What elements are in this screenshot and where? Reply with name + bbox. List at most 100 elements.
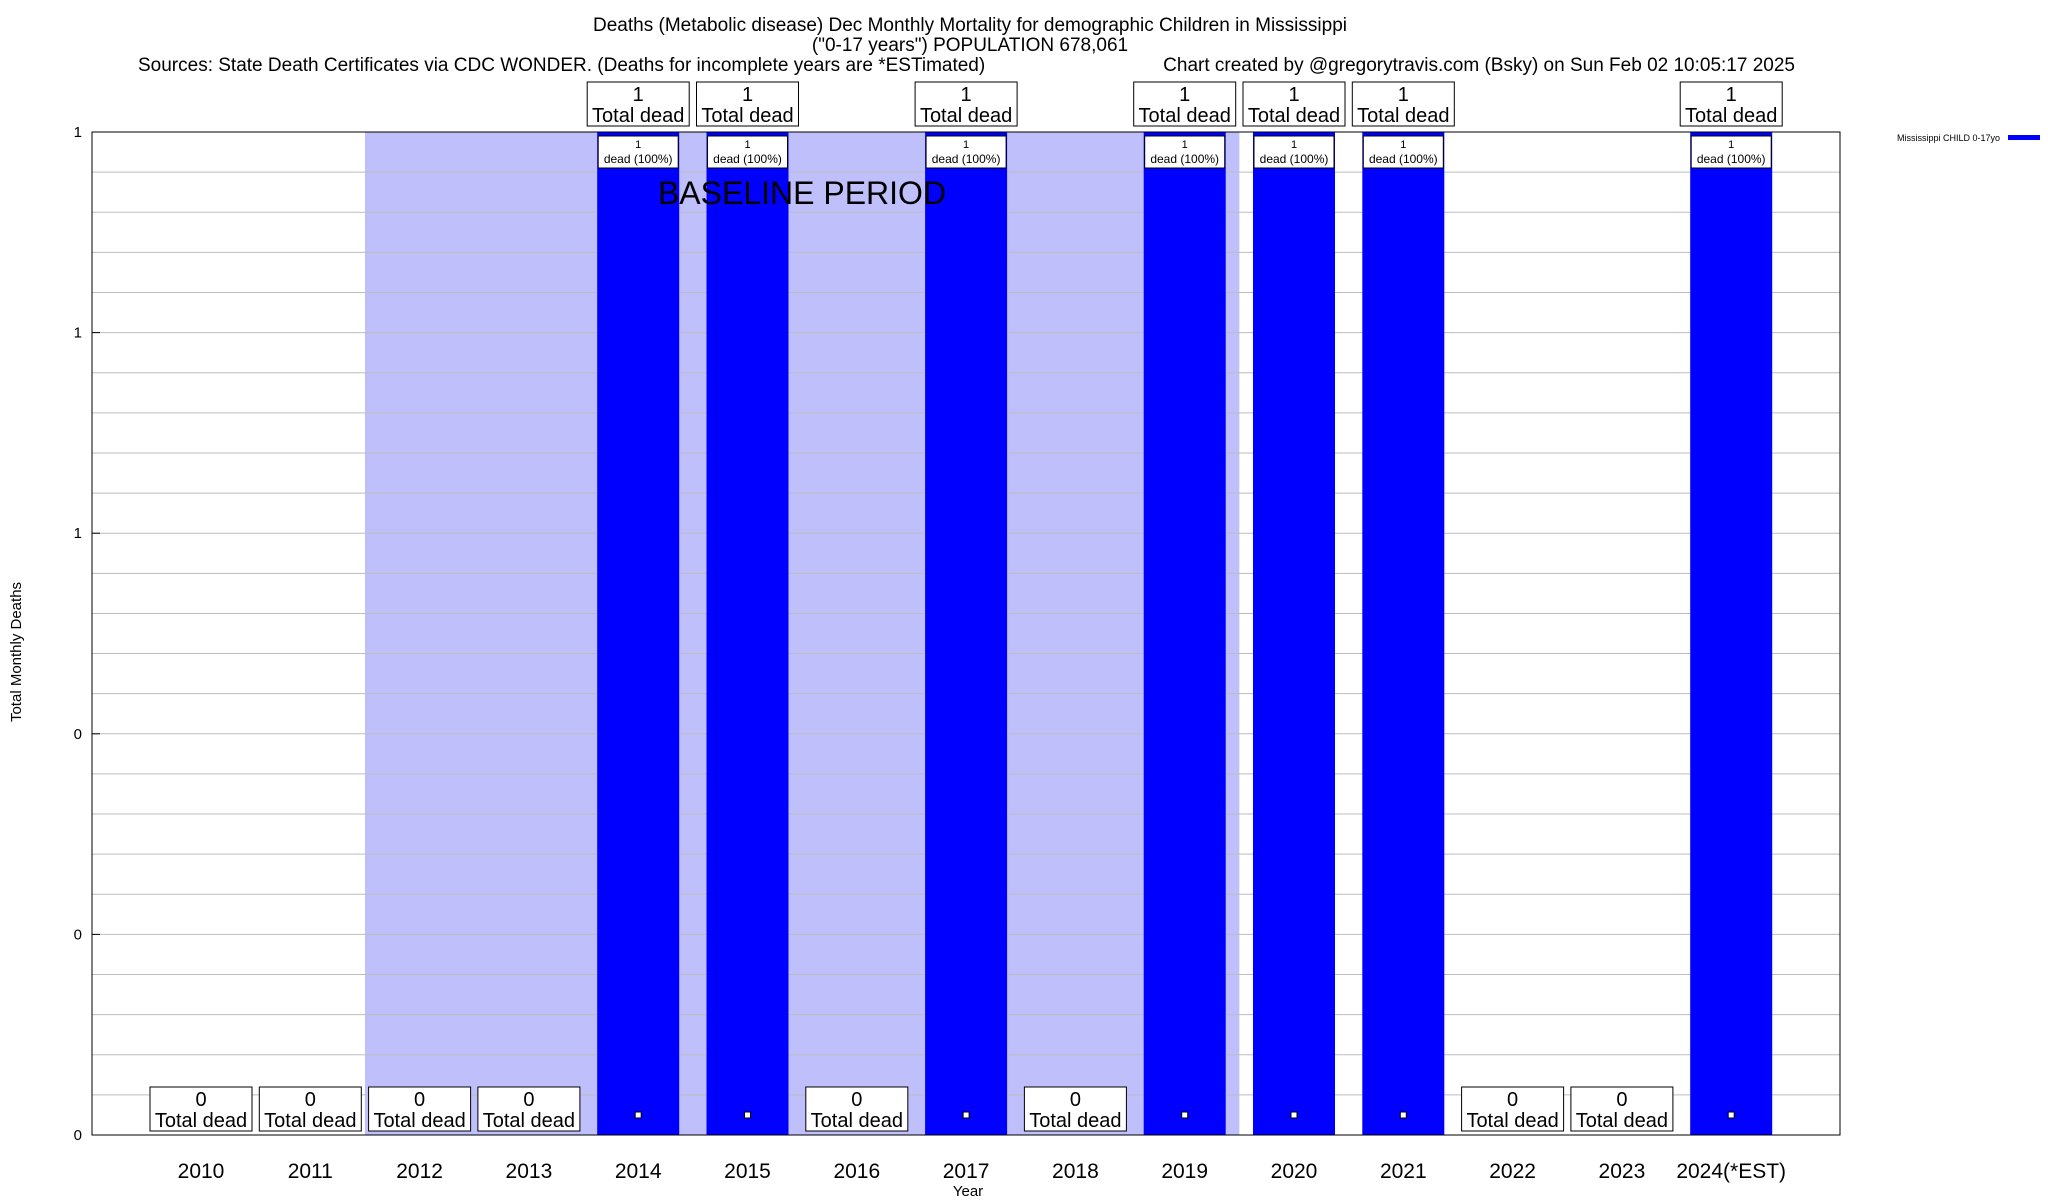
bar-label-text: dead (100%) xyxy=(713,152,782,166)
total-label-count: 1 xyxy=(961,84,972,106)
x-tick-marker xyxy=(1727,1111,1735,1119)
y-tick-label: 1 xyxy=(74,124,82,141)
x-tick-label: 2016 xyxy=(833,1160,880,1183)
total-label-text: Total dead xyxy=(1029,1110,1121,1132)
bar-label-box xyxy=(925,135,1007,169)
total-label-text: Total dead xyxy=(155,1110,247,1132)
bar-label-text: dead (100%) xyxy=(604,152,673,166)
total-label-count: 0 xyxy=(305,1089,316,1111)
bar-label-box xyxy=(1253,135,1335,169)
total-label-text: Total dead xyxy=(701,105,793,127)
bar-label-box xyxy=(1690,135,1772,169)
total-label-box xyxy=(914,81,1018,127)
y-tick-label: 0 xyxy=(74,926,82,943)
bar-label-count: 1 xyxy=(1400,139,1406,151)
legend-label: Mississippi CHILD 0-17yo xyxy=(1897,133,2000,143)
total-label-box xyxy=(1242,81,1346,127)
total-label-text: Total dead xyxy=(1357,105,1449,127)
chart-title-line2: ("0-17 years") POPULATION 678,061 xyxy=(812,35,1128,56)
bar xyxy=(1143,132,1226,1135)
bar-label-count: 1 xyxy=(1291,139,1297,151)
baseline-period-label: BASELINE PERIOD xyxy=(658,175,946,211)
total-label-box xyxy=(258,1086,362,1132)
total-label-count: 0 xyxy=(414,1089,425,1111)
x-tick-label: 2021 xyxy=(1380,1160,1427,1183)
chart-credit: Chart created by @gregorytravis.com (Bsk… xyxy=(1163,55,1795,76)
total-label-count: 1 xyxy=(1179,84,1190,106)
bar-label-count: 1 xyxy=(635,139,641,151)
bar-label-box xyxy=(1362,135,1444,169)
total-label-box xyxy=(1461,1086,1565,1132)
bars-layer xyxy=(597,132,1773,1135)
y-tick-label: 1 xyxy=(74,325,82,342)
bar xyxy=(1362,132,1445,1135)
total-label-count: 0 xyxy=(523,1089,534,1111)
total-label-box xyxy=(586,81,690,127)
x-tick-label: 2010 xyxy=(178,1160,225,1183)
total-label-text: Total dead xyxy=(1576,1110,1668,1132)
x-tick-label: 2015 xyxy=(724,1160,771,1183)
x-tick-label: 2020 xyxy=(1271,1160,1318,1183)
bar-label-count: 1 xyxy=(963,139,969,151)
bar-label-count: 1 xyxy=(1182,139,1188,151)
x-tick-marker xyxy=(1181,1111,1189,1119)
bar-label-box xyxy=(597,135,679,169)
chart-sources: Sources: State Death Certificates via CD… xyxy=(138,55,985,76)
total-label-box xyxy=(1133,81,1237,127)
x-tick-marker xyxy=(1399,1111,1407,1119)
total-label-text: Total dead xyxy=(1139,105,1231,127)
baseline-shade xyxy=(364,132,1240,1135)
baseline-layer xyxy=(364,132,1240,1135)
bar-label-count: 1 xyxy=(1728,139,1734,151)
x-tick-label: 2022 xyxy=(1489,1160,1536,1183)
bar xyxy=(925,132,1008,1135)
x-tick-label: 2024(*EST) xyxy=(1676,1160,1786,1183)
total-label-text: Total dead xyxy=(811,1110,903,1132)
chart-title-line1: Deaths (Metabolic disease) Dec Monthly M… xyxy=(593,15,1347,36)
total-label-count: 1 xyxy=(1398,84,1409,106)
x-tick-label: 2019 xyxy=(1161,1160,1208,1183)
bar xyxy=(1690,132,1773,1135)
legend-swatch xyxy=(2008,135,2040,140)
plot-frame xyxy=(91,131,1841,1136)
total-label-text: Total dead xyxy=(1466,1110,1558,1132)
total-label-text: Total dead xyxy=(1685,105,1777,127)
total-label-count: 1 xyxy=(633,84,644,106)
bar-label-text: dead (100%) xyxy=(1369,152,1438,166)
bar-label-text: dead (100%) xyxy=(1697,152,1766,166)
y-tick-label: 1 xyxy=(74,525,82,542)
total-label-box xyxy=(149,1086,253,1132)
total-label-box xyxy=(1570,1086,1674,1132)
total-label-count: 0 xyxy=(851,1089,862,1111)
x-tick-label: 2013 xyxy=(506,1160,553,1183)
total-label-text: Total dead xyxy=(1248,105,1340,127)
x-axis-label: Year xyxy=(953,1183,983,1200)
total-label-box xyxy=(1679,81,1783,127)
total-label-text: Total dead xyxy=(592,105,684,127)
y-axis-label: Total Monthly Deaths xyxy=(8,582,25,722)
bar-label-text: dead (100%) xyxy=(1150,152,1219,166)
x-tick-label: 2017 xyxy=(943,1160,990,1183)
bar-label-count: 1 xyxy=(744,139,750,151)
x-tick-marker xyxy=(1290,1111,1298,1119)
bar xyxy=(1253,132,1335,1135)
total-label-text: Total dead xyxy=(483,1110,575,1132)
x-tick-label: 2012 xyxy=(396,1160,443,1183)
y-tick-label: 0 xyxy=(74,1127,82,1144)
bar-label-box xyxy=(707,135,788,169)
total-label-box xyxy=(805,1086,909,1132)
bar xyxy=(597,132,680,1135)
x-tick-label: 2011 xyxy=(288,1160,333,1183)
total-label-box xyxy=(1023,1086,1127,1132)
x-tick-marker xyxy=(634,1111,642,1119)
total-label-box xyxy=(477,1086,581,1132)
x-tick-label: 2023 xyxy=(1599,1160,1646,1183)
total-label-box xyxy=(696,81,799,127)
total-label-count: 0 xyxy=(1616,1089,1627,1111)
bar-label-text: dead (100%) xyxy=(1260,152,1329,166)
total-label-count: 0 xyxy=(1070,1089,1081,1111)
x-tick-label: 2014 xyxy=(615,1160,662,1183)
x-tick-marker xyxy=(962,1111,970,1119)
total-label-box xyxy=(368,1086,472,1132)
